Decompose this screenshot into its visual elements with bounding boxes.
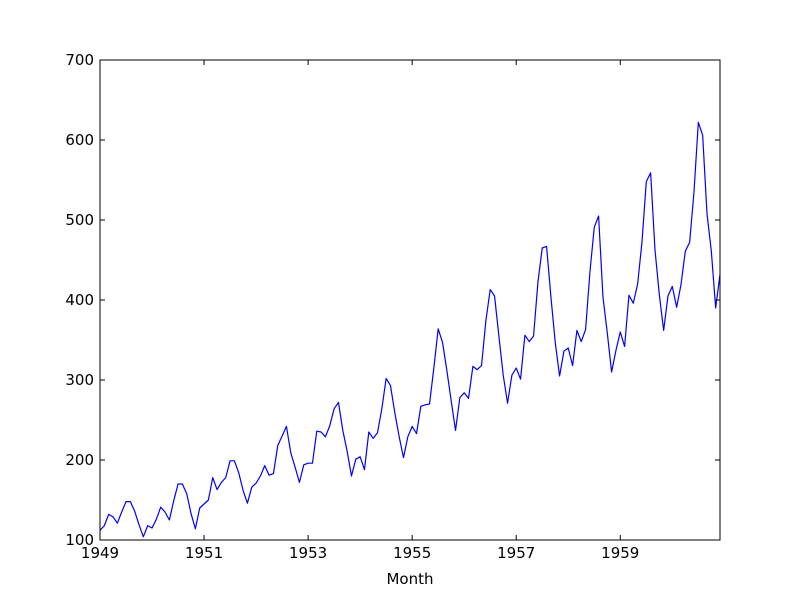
y-axis-tick-labels: 100 200 300 400 500 600 700 [65,51,94,549]
x-axis-tick-labels: 1949 1951 1953 1955 1957 1959 [81,544,639,562]
plot-area [100,60,720,540]
y-tick-label: 300 [65,371,94,389]
y-tick-label: 100 [65,531,94,549]
y-tick-label: 400 [65,291,94,309]
x-tick-label: 1949 [81,544,119,562]
plot-frame [99,59,721,541]
y-tick-label: 700 [65,51,94,69]
x-tick-label: 1951 [185,544,223,562]
y-tick-label: 600 [65,131,94,149]
x-tick-label: 1955 [393,544,431,562]
x-tick-label: 1953 [289,544,327,562]
data-marks [99,121,721,538]
y-tick-label: 500 [65,211,94,229]
x-tick-label: 1959 [601,544,639,562]
x-tick-label: 1957 [497,544,535,562]
series-line [99,121,721,538]
x-axis-label: Month [386,570,433,588]
y-tick-label: 200 [65,451,94,469]
